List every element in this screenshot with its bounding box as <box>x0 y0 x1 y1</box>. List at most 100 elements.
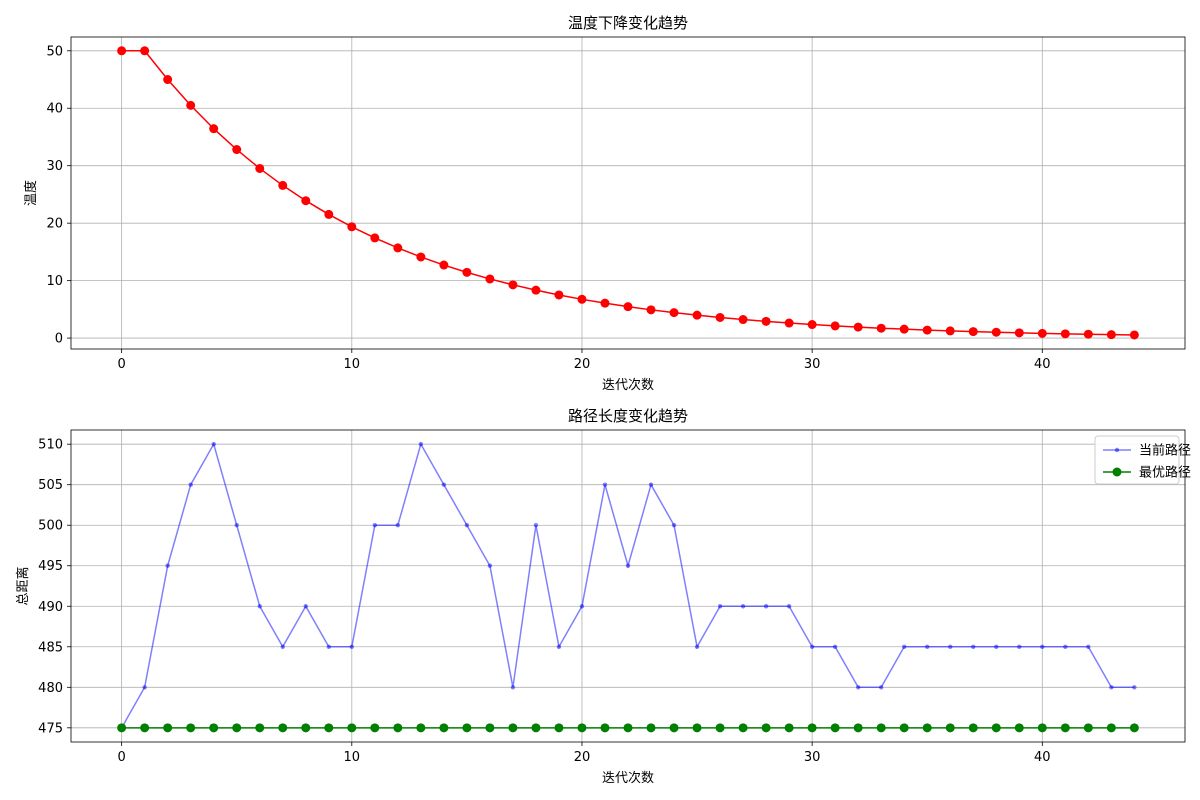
data-point <box>968 723 978 733</box>
data-point <box>1106 330 1116 340</box>
data-point <box>1040 644 1045 649</box>
data-point <box>554 290 564 300</box>
data-point <box>163 723 173 733</box>
data-point <box>232 723 242 733</box>
data-point <box>1037 328 1047 338</box>
data-point <box>717 604 723 609</box>
plot-frame <box>70 36 1186 350</box>
y-tick-label: 475 <box>38 721 63 736</box>
data-point <box>533 523 539 528</box>
data-point <box>646 305 656 315</box>
x-tick-label: 20 <box>574 750 591 765</box>
data-point <box>554 723 564 733</box>
data-point <box>370 723 380 733</box>
data-point <box>209 723 219 733</box>
y-axis-label: 温度 <box>23 180 39 206</box>
data-point <box>372 523 378 528</box>
data-point <box>692 723 702 733</box>
data-point <box>830 723 840 733</box>
data-point <box>556 644 562 649</box>
data-point <box>784 318 794 328</box>
data-point <box>694 644 700 649</box>
x-tick-label: 40 <box>1034 750 1051 765</box>
y-tick-label: 40 <box>46 102 63 117</box>
data-point <box>324 209 334 219</box>
x-tick-label: 0 <box>117 357 125 372</box>
data-point <box>968 327 978 337</box>
series-1 <box>119 441 1137 731</box>
data-point <box>763 604 769 609</box>
data-point <box>324 723 334 733</box>
data-point <box>740 604 746 609</box>
x-tick-label: 30 <box>804 750 821 765</box>
data-point <box>715 723 725 733</box>
y-axis-label: 总距离 <box>15 566 31 605</box>
data-point <box>899 723 909 733</box>
data-point <box>209 124 219 134</box>
data-point <box>531 285 541 295</box>
data-point <box>441 482 447 487</box>
data-point <box>140 723 150 733</box>
data-point <box>832 644 838 649</box>
data-point <box>738 315 748 325</box>
data-point <box>579 604 585 609</box>
data-point <box>994 644 999 649</box>
y-tick-label: 480 <box>38 681 63 696</box>
data-point <box>278 723 288 733</box>
data-point <box>945 723 955 733</box>
data-point <box>349 644 355 649</box>
data-point <box>186 723 196 733</box>
x-tick-label: 20 <box>574 357 591 372</box>
legend-marker <box>1114 447 1120 453</box>
data-point <box>855 685 861 690</box>
data-point <box>370 233 380 243</box>
data-point <box>418 441 424 447</box>
data-point <box>510 685 516 690</box>
data-point <box>991 723 1001 733</box>
data-point <box>922 723 932 733</box>
data-point <box>600 298 610 308</box>
data-point <box>878 685 884 690</box>
y-tick-label: 510 <box>38 438 63 453</box>
data-point <box>784 723 794 733</box>
x-tick-label: 40 <box>1034 357 1051 372</box>
data-point <box>255 723 265 733</box>
chart-title: 温度下降变化趋势 <box>568 14 688 32</box>
x-tick-label: 10 <box>344 357 361 372</box>
x-tick-label: 10 <box>344 750 361 765</box>
data-point <box>922 325 932 335</box>
data-point <box>347 723 357 733</box>
data-point <box>487 563 493 568</box>
data-point <box>439 723 449 733</box>
data-point <box>1086 644 1091 649</box>
data-point <box>830 321 840 331</box>
data-point <box>1014 328 1024 338</box>
data-point <box>301 196 311 206</box>
series-line <box>120 442 1135 729</box>
data-point <box>188 482 193 487</box>
x-tick-label: 30 <box>804 357 821 372</box>
data-point <box>738 723 748 733</box>
plot-frame <box>70 429 1186 743</box>
y-tick-label: 20 <box>46 217 63 232</box>
data-point <box>577 723 587 733</box>
data-point <box>439 260 449 270</box>
data-point <box>117 723 127 733</box>
data-point <box>809 644 815 649</box>
data-point <box>876 723 886 733</box>
data-point <box>1060 723 1070 733</box>
data-point <box>786 604 792 609</box>
data-point <box>945 326 955 336</box>
data-point <box>508 280 518 290</box>
data-point <box>234 523 239 528</box>
data-point <box>232 145 242 155</box>
data-point <box>1109 685 1114 690</box>
data-point <box>462 723 472 733</box>
data-point <box>393 243 403 253</box>
data-point <box>485 723 495 733</box>
x-tick-label: 0 <box>117 750 125 765</box>
data-point <box>623 723 633 733</box>
data-point <box>416 723 426 733</box>
data-point <box>602 482 608 487</box>
